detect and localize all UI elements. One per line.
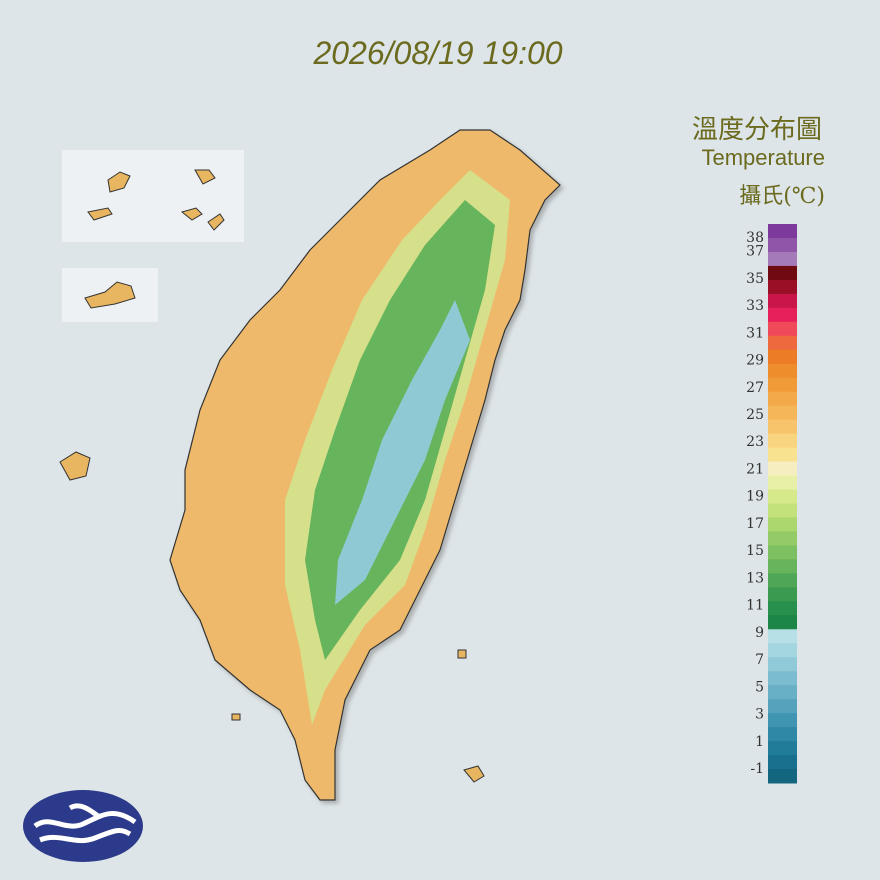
legend-tick-label: 35 [746,271,764,287]
legend-subtitle: Temperature [701,145,825,170]
legend-tick-label: 7 [755,652,764,668]
legend-swatch [768,433,797,449]
legend-swatch [768,405,797,421]
legend-tick-label: 25 [746,407,764,423]
legend-swatch [768,573,797,588]
legend-swatch [768,769,797,784]
legend-swatch [768,293,797,309]
legend-swatch [768,657,797,672]
legend-swatch [768,671,797,686]
legend-unit: 攝氏(℃) [739,184,825,209]
legend-swatch [768,629,797,644]
legend-swatch [768,475,797,491]
legend-tick-label: 5 [755,679,764,695]
islands [59,169,485,783]
legend-swatch [768,349,797,365]
legend-swatch [768,363,797,379]
legend-swatch [768,741,797,756]
legend-swatch [768,335,797,351]
legend-tick-label: -1 [750,761,764,777]
legend-swatch [768,321,797,337]
legend-tick-label: 1 [755,734,764,750]
legend-swatch [768,461,797,477]
legend-tick-label: 29 [746,353,764,369]
legend-tick-label: 11 [746,598,764,614]
legend-swatch [768,601,797,616]
legend-tick-label: 15 [746,543,764,559]
legend-tick-label: 31 [746,325,764,341]
legend-swatch [768,531,797,546]
legend-title: 溫度分布圖 [692,115,822,145]
legend-tick-label: 37 [746,244,764,260]
legend-swatch [768,447,797,463]
legend-swatch [768,279,797,295]
legend-tick-label: 33 [746,298,764,314]
legend-tick-label: 23 [746,434,764,450]
legend-swatch [768,377,797,393]
legend-tick-label: 19 [746,489,764,505]
legend-swatch [768,503,797,518]
legend-swatch [768,755,797,770]
legend-swatch [768,517,797,532]
legend-swatch [768,489,797,504]
legend-swatch [768,391,797,407]
legend-swatch [768,685,797,700]
legend-tick-label: 13 [746,570,764,586]
legend-swatch [768,727,797,742]
legend-swatch [768,615,797,630]
legend-tick-label: 9 [755,625,764,641]
legend-swatch [768,237,797,253]
legend-swatch [768,419,797,435]
legend-tick-label: 3 [755,707,764,723]
legend-tick-label: 21 [746,461,764,477]
legend-tick-label: 38 [746,230,764,246]
legend-swatch [768,545,797,560]
legend-swatch [768,224,797,239]
inset-box [62,150,244,242]
legend-tick-label: 27 [746,380,764,396]
legend-swatch [768,559,797,574]
legend-swatch [768,265,797,281]
logo-wave [33,803,137,844]
legend-swatch [768,307,797,323]
legend-swatch [768,699,797,714]
legend-swatch [768,251,797,267]
legend-swatch [768,643,797,658]
taiwan [169,129,561,801]
map-time: 2026/08/19 19:00 [312,35,562,71]
legend-swatch [768,713,797,728]
legend-tick-label: 17 [746,516,764,532]
legend-swatch [768,587,797,602]
